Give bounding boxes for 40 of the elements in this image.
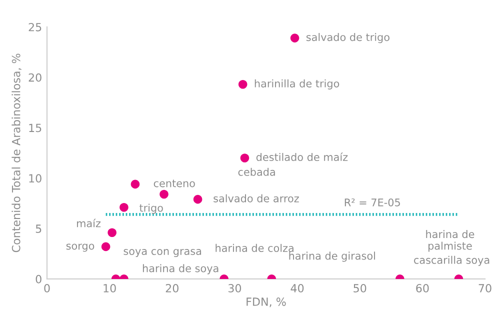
x-tick-label: 30: [228, 284, 242, 292]
annotation: harina de soya: [142, 264, 218, 274]
x-tick-label: 50: [354, 284, 366, 292]
x-tick-label: 0: [44, 284, 50, 292]
x-tick-label: 10: [104, 284, 116, 292]
x-tick-label: 70: [478, 284, 492, 292]
x-tick-label: 40: [290, 284, 304, 292]
point: [160, 190, 168, 199]
point: [120, 202, 128, 212]
x-tick-label: 20: [166, 284, 178, 292]
y-tick-label: 0: [36, 274, 42, 284]
y-tick-label: 25: [28, 22, 42, 32]
point: [130, 180, 140, 189]
y-axis-title: Contenido Total de Arabinoxilosa, %: [12, 54, 22, 252]
point: [193, 194, 202, 204]
annotation: salvado de trigo: [306, 33, 390, 44]
point: [238, 80, 248, 89]
annotation: destilado de maíz: [256, 152, 348, 162]
annotation: salvado de arroz: [214, 194, 299, 202]
annotation: harinilla de trigo: [254, 79, 340, 90]
annotation: R² = 7E-05: [344, 198, 400, 206]
y-tick-label: 5: [36, 224, 42, 233]
y-tick-label: 15: [29, 124, 42, 132]
annotation: cascarilla soya: [414, 256, 490, 266]
annotation: harina de colza: [216, 244, 294, 252]
annotation: maíz: [77, 218, 101, 228]
annotation: soya con grasa: [124, 249, 202, 258]
annotation: sorgo: [66, 244, 94, 252]
point: [101, 242, 110, 252]
annotation: trigo: [140, 204, 163, 214]
point: [240, 154, 250, 162]
point: [108, 228, 116, 237]
x-tick-label: 60: [416, 284, 429, 292]
annotation: harina de girasol: [289, 252, 375, 262]
annotation: centeno: [154, 180, 195, 188]
y-tick-label: 10: [29, 174, 42, 183]
annotation: cebada: [238, 168, 275, 176]
annotation: harina de palmiste: [426, 230, 474, 252]
y-tick-label: 20: [28, 73, 42, 82]
x-axis-title: FDN, %: [246, 298, 286, 308]
